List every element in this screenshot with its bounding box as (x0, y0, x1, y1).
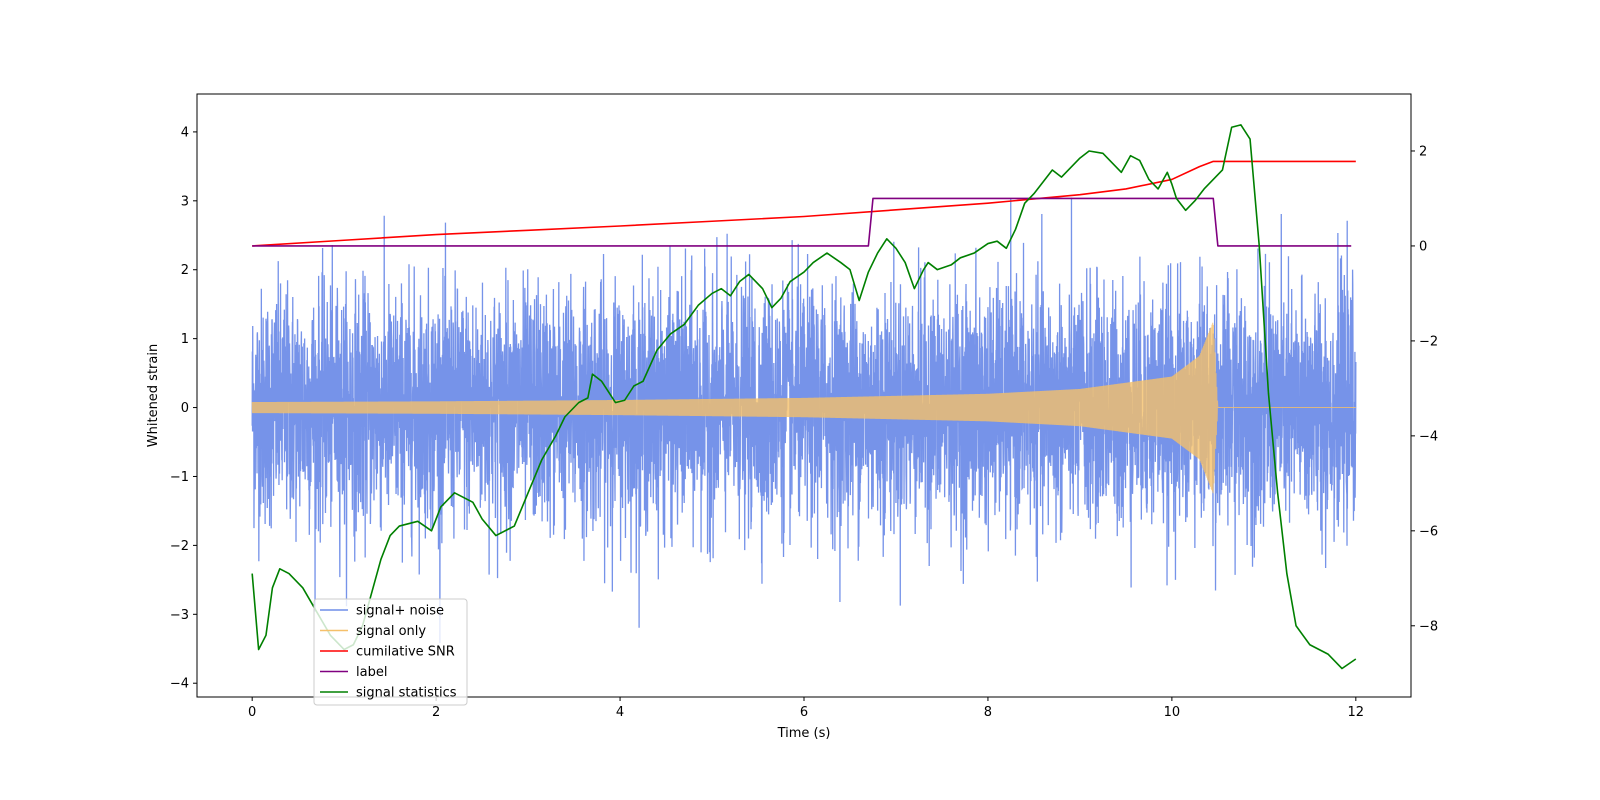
x-tick-label: 2 (432, 705, 440, 720)
x-tick-label: 4 (616, 705, 624, 720)
legend-layer: signal+ noise signal only cumilative SNR la… (313, 598, 468, 706)
y-right-tick-label: 2 (1419, 144, 1427, 159)
x-tick-label: 8 (984, 705, 992, 720)
x-tick-label: 10 (1164, 705, 1181, 720)
y-left-tick-label: 0 (181, 401, 189, 416)
legend-label: signal statistics (356, 686, 457, 701)
y-left-tick-label: −4 (170, 677, 189, 692)
y-left-tick-label: 3 (181, 194, 189, 209)
y-left-tick-label: −1 (170, 470, 189, 485)
y-left-tick-label: −2 (170, 539, 189, 554)
y-right-tick-label: −6 (1419, 524, 1438, 539)
series-cumilative-snr (252, 160, 1356, 247)
y-right-tick-label: −8 (1419, 619, 1438, 634)
legend-label: label (356, 665, 387, 680)
x-axis-label: Time (s) (777, 726, 831, 741)
x-tick-label: 6 (800, 705, 808, 720)
legend-label: signal+ noise (356, 604, 444, 619)
series-signal-statistics (251, 124, 1357, 670)
y-right-tick-label: 0 (1419, 239, 1427, 254)
y-left-tick-label: −3 (170, 608, 189, 623)
x-tick-label: 12 (1348, 705, 1365, 720)
y-axis-label: Whitened strain (146, 344, 161, 447)
legend-label: signal only (356, 624, 426, 639)
y-right-tick-label: −4 (1419, 429, 1438, 444)
y-left-tick-label: 1 (181, 332, 189, 347)
legend-label: cumilative SNR (356, 645, 455, 660)
series-label (252, 197, 1352, 247)
y-left-tick-label: 4 (181, 125, 189, 140)
y-right-tick-label: −2 (1419, 334, 1438, 349)
y-left-tick-label: 2 (181, 263, 189, 278)
plot-layer (251, 124, 1357, 670)
x-tick-label: 0 (248, 705, 256, 720)
series-signal-only (251, 322, 1356, 494)
legend-box (313, 598, 468, 706)
